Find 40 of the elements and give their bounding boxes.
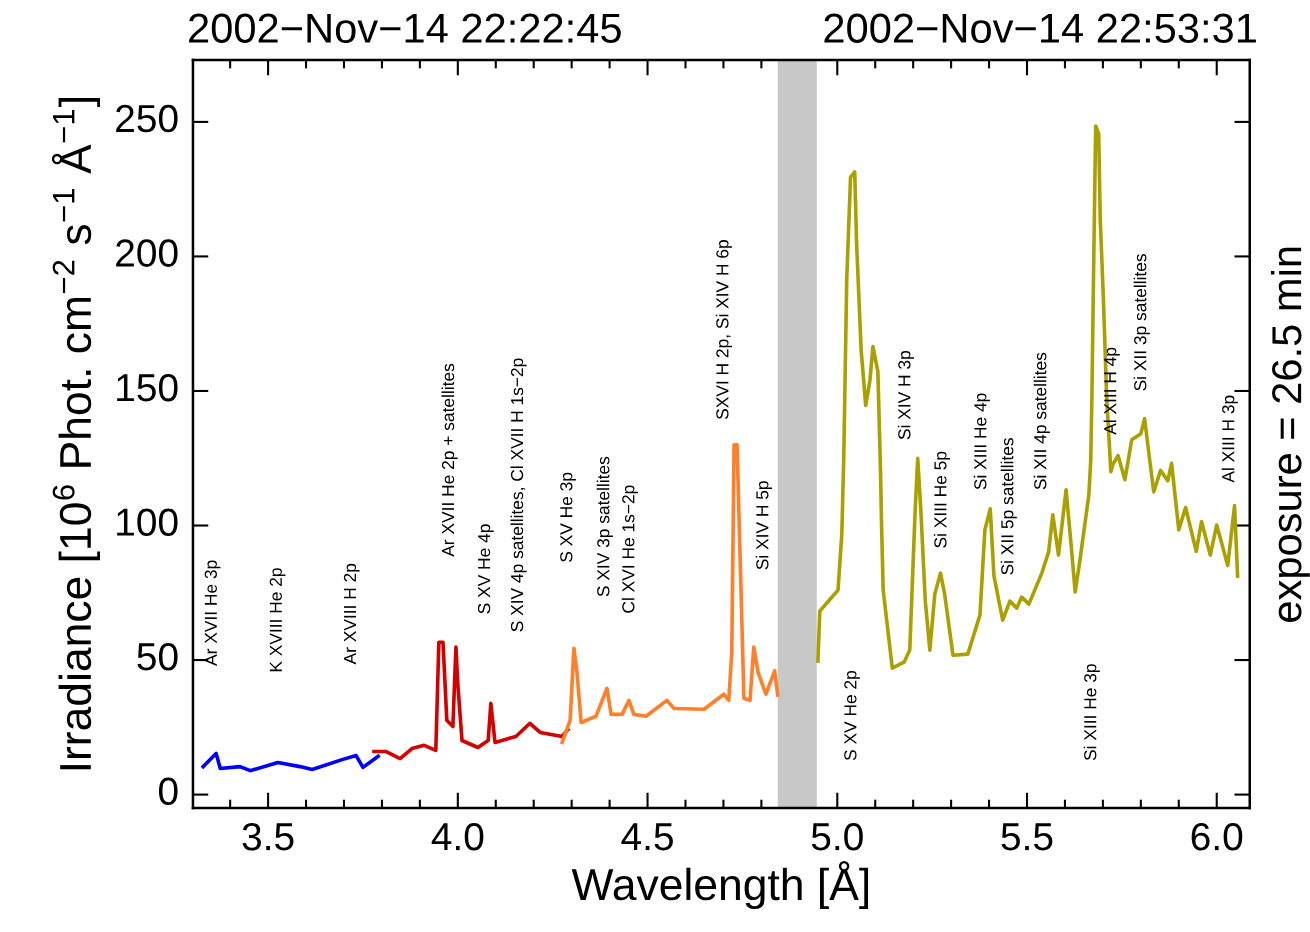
annotation: Si XII 5p satellites xyxy=(1000,438,1017,575)
line-series xyxy=(201,751,380,773)
x-tick-label: 4.5 xyxy=(621,823,673,851)
annotation: Ar XVIII H 2p xyxy=(343,563,360,665)
text: exposure = 26.5 min xyxy=(1270,247,1310,622)
y-tick-label: 100 xyxy=(117,508,178,536)
annotation: Si XIV H 5p xyxy=(755,481,772,570)
x-axis-title: Wavelength [Å] xyxy=(571,860,869,910)
annotation: K XVIII He 2p xyxy=(269,568,286,672)
annotation: S XV He 3p xyxy=(560,472,576,562)
line-series xyxy=(372,640,570,761)
annotation: Al XIII H 4p xyxy=(1103,347,1120,435)
annotation: S XIV 4p satellites, Cl XVII H 1s−2p xyxy=(510,358,527,632)
chart-subtitle: 2002−Nov−14 22:53:31 xyxy=(824,13,1256,44)
annotation: SXVI H 2p, Si XIV H 6p xyxy=(715,240,732,420)
annotation: Si XIV H 3p xyxy=(897,351,914,440)
line-series xyxy=(560,442,780,745)
x-tick-label: 3.5 xyxy=(242,822,294,851)
annotation: Cl XVI He 1s−2p xyxy=(621,485,638,613)
annotation: Ar XVII He 2p + satellites xyxy=(441,363,458,557)
annotation: S XV He 4p xyxy=(477,524,494,614)
annotation: Si XIII He 3p xyxy=(1083,664,1100,761)
annotation: Si XII 4p satellites xyxy=(1033,352,1050,490)
x-tick-label: 5.0 xyxy=(811,822,863,851)
annotation: S XV He 2p xyxy=(844,670,860,761)
y-tick-label: 200 xyxy=(116,239,178,267)
annotation: Si XIII He 4p xyxy=(973,393,990,490)
x-tick-label: 6.0 xyxy=(1191,822,1243,851)
chart-title: 2002−Nov−14 22:22:45 xyxy=(189,13,621,44)
annotation: Al XIII H 3p xyxy=(1221,395,1238,483)
annotation: S XIV 3p satellites xyxy=(596,456,613,597)
annotation: Si XII 3p satellites xyxy=(1133,254,1150,391)
y-tick-label: 150 xyxy=(117,373,178,402)
y-tick-label: 250 xyxy=(116,104,178,133)
text: Irradiance [10$^{6}$ Phot. cm$^{−2}$ s$^{−1}$ Å$^{−1}$] xyxy=(51,98,101,770)
x-tick-label: 4.0 xyxy=(431,822,484,851)
x-tick-label: 5.5 xyxy=(1001,823,1053,851)
y-tick-label: 0 xyxy=(158,777,178,806)
y-tick-label: 50 xyxy=(137,642,178,671)
annotation: Si XIII He 5p xyxy=(933,451,950,548)
